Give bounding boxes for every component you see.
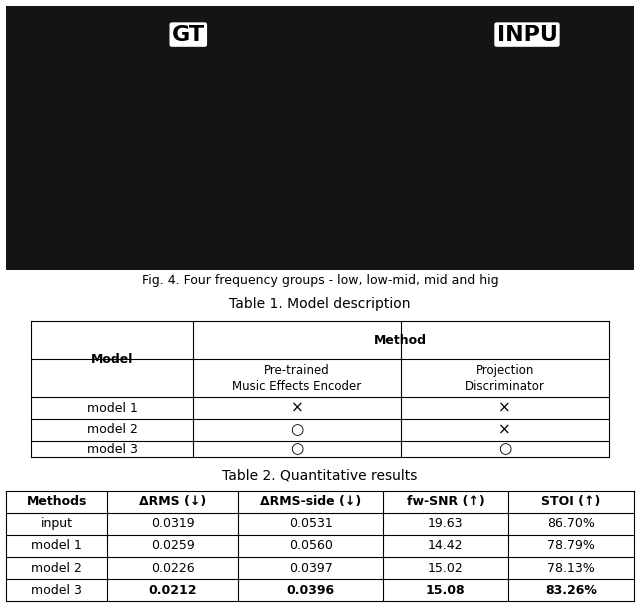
Text: 14.42: 14.42 — [428, 539, 463, 553]
Text: 0.0396: 0.0396 — [287, 584, 335, 597]
Text: Projection
Discriminator: Projection Discriminator — [465, 364, 545, 393]
Text: ΔRMS-side (↓): ΔRMS-side (↓) — [260, 495, 361, 508]
Text: ×: × — [291, 401, 303, 416]
Text: 0.0397: 0.0397 — [289, 562, 332, 575]
Text: model 3: model 3 — [87, 442, 138, 456]
Text: INPU: INPU — [497, 24, 557, 45]
Text: 15.08: 15.08 — [426, 584, 465, 597]
Text: 0.0259: 0.0259 — [151, 539, 195, 553]
Text: Table 1. Model description: Table 1. Model description — [229, 297, 411, 311]
Text: Table 2. Quantitative results: Table 2. Quantitative results — [222, 468, 418, 483]
Text: Model: Model — [91, 353, 134, 366]
Text: model 2: model 2 — [87, 423, 138, 437]
Text: model 2: model 2 — [31, 562, 82, 575]
Text: 0.0531: 0.0531 — [289, 517, 332, 530]
Text: ×: × — [499, 401, 511, 416]
Text: 83.26%: 83.26% — [545, 584, 597, 597]
Text: fw-SNR (↑): fw-SNR (↑) — [406, 495, 484, 508]
Text: model 1: model 1 — [87, 402, 138, 415]
Text: input: input — [40, 517, 72, 530]
Text: 78.79%: 78.79% — [547, 539, 595, 553]
Text: Pre-trained
Music Effects Encoder: Pre-trained Music Effects Encoder — [232, 364, 362, 393]
Text: 0.0560: 0.0560 — [289, 539, 333, 553]
Text: 86.70%: 86.70% — [547, 517, 595, 530]
Text: model 3: model 3 — [31, 584, 82, 597]
Text: ○: ○ — [291, 442, 303, 456]
Text: Fig. 4. Four frequency groups - low, low-mid, mid and hig: Fig. 4. Four frequency groups - low, low… — [141, 274, 499, 287]
Text: ΔRMS (↓): ΔRMS (↓) — [139, 495, 206, 508]
Text: STOI (↑): STOI (↑) — [541, 495, 600, 508]
Text: Methods: Methods — [26, 495, 87, 508]
Text: 78.13%: 78.13% — [547, 562, 595, 575]
Text: 15.02: 15.02 — [428, 562, 463, 575]
Text: 0.0212: 0.0212 — [148, 584, 197, 597]
Text: 0.0319: 0.0319 — [151, 517, 195, 530]
Text: ○: ○ — [291, 423, 303, 437]
Text: model 1: model 1 — [31, 539, 82, 553]
Text: 19.63: 19.63 — [428, 517, 463, 530]
Text: Method: Method — [374, 334, 428, 347]
Text: GT: GT — [172, 24, 205, 45]
Text: ×: × — [499, 423, 511, 437]
Text: 0.0226: 0.0226 — [151, 562, 195, 575]
Text: ○: ○ — [498, 442, 511, 456]
